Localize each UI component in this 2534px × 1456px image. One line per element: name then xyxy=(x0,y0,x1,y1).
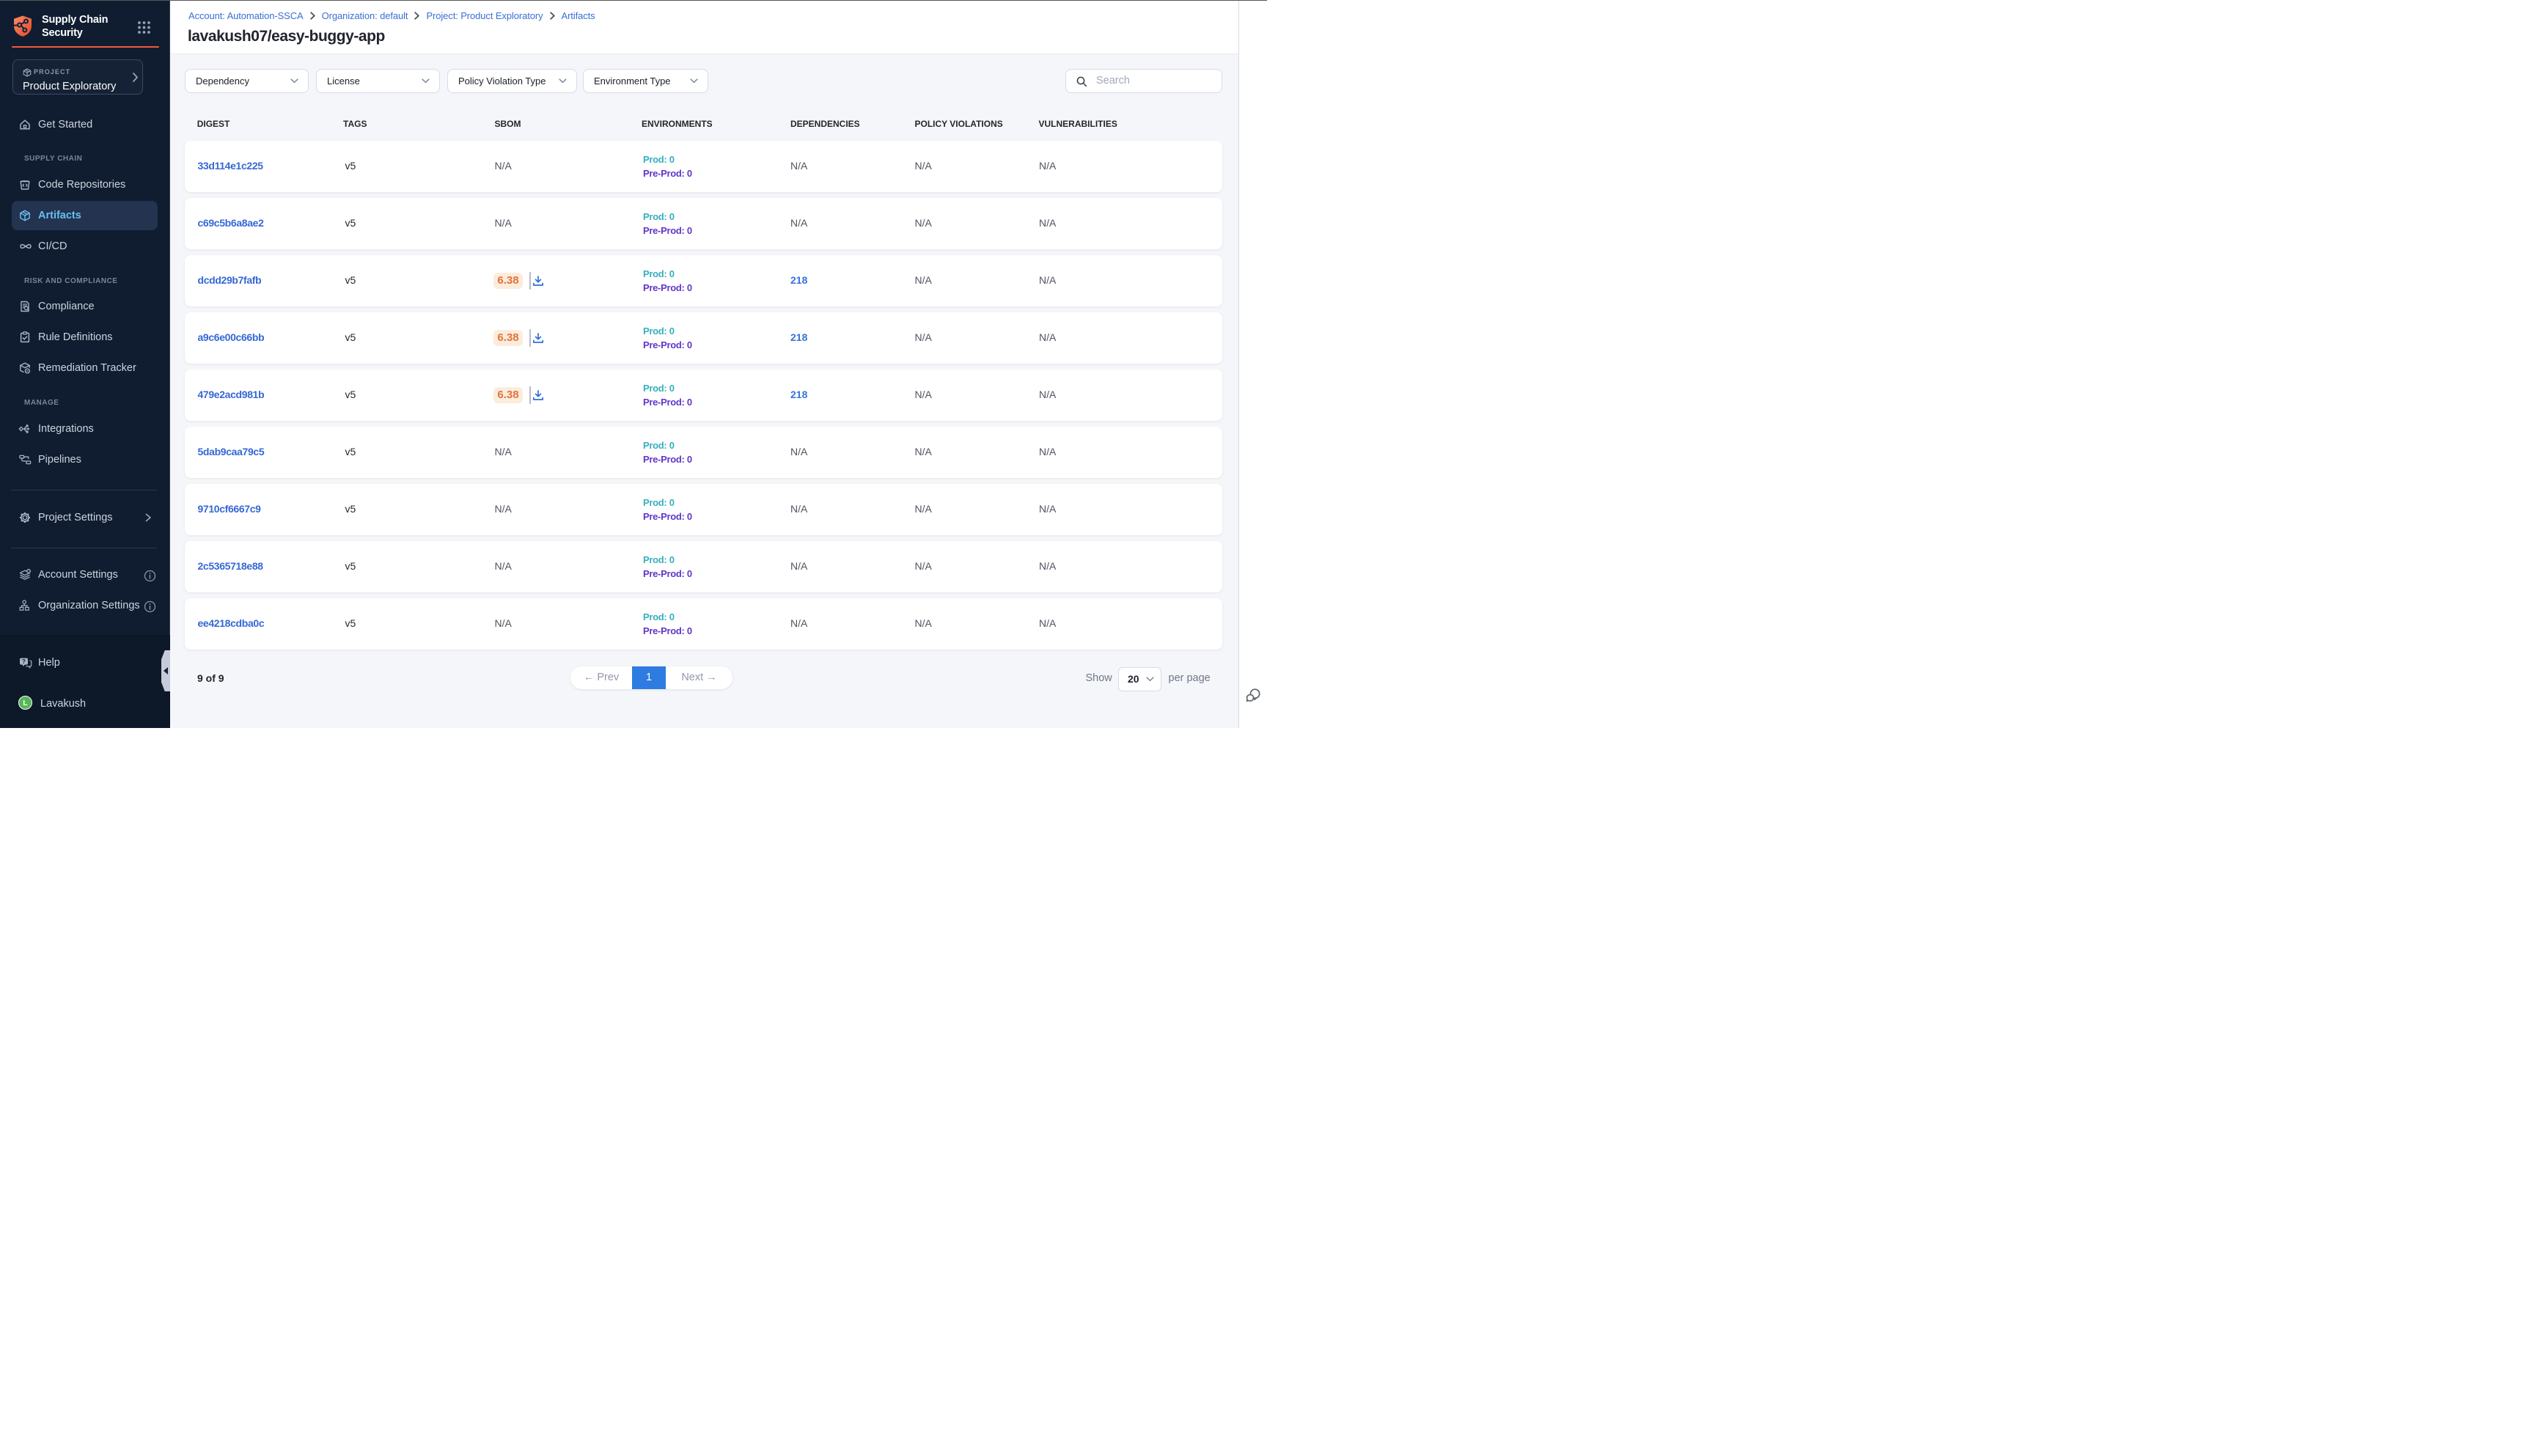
svg-text:?: ? xyxy=(22,658,26,665)
